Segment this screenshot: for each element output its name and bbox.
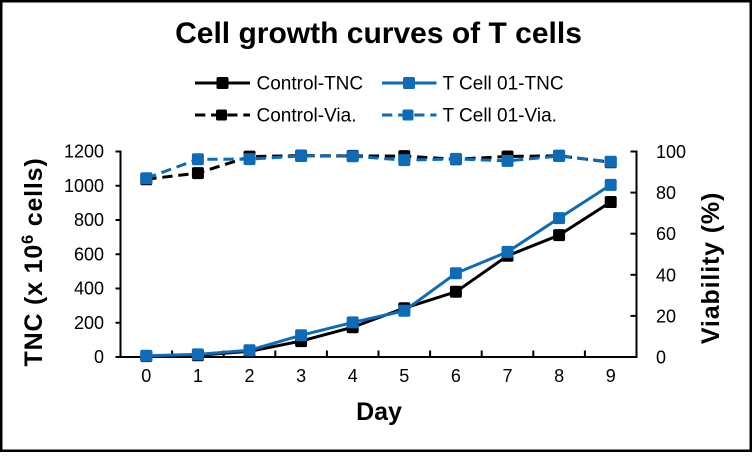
- svg-text:20: 20: [656, 306, 676, 326]
- svg-text:TNC (x 106 cells): TNC (x 106 cells): [19, 158, 48, 367]
- svg-text:9: 9: [606, 366, 616, 386]
- svg-text:600: 600: [74, 244, 104, 264]
- svg-text:4: 4: [348, 366, 358, 386]
- svg-text:1200: 1200: [64, 142, 104, 162]
- svg-text:200: 200: [74, 313, 104, 333]
- svg-text:Control-Via.: Control-Via.: [257, 106, 357, 127]
- svg-text:T Cell 01-TNC: T Cell 01-TNC: [443, 74, 564, 95]
- svg-text:800: 800: [74, 210, 104, 230]
- svg-text:Cell growth curves of T cells: Cell growth curves of T cells: [175, 17, 582, 50]
- svg-text:100: 100: [656, 142, 686, 162]
- svg-text:Control-TNC: Control-TNC: [257, 74, 364, 95]
- svg-text:0: 0: [94, 347, 104, 367]
- svg-text:6: 6: [451, 366, 461, 386]
- svg-text:0: 0: [656, 348, 666, 368]
- svg-text:3: 3: [296, 366, 306, 386]
- svg-text:40: 40: [656, 265, 676, 285]
- svg-text:5: 5: [399, 366, 409, 386]
- svg-text:60: 60: [656, 224, 676, 244]
- svg-text:2: 2: [244, 366, 254, 386]
- svg-text:7: 7: [502, 366, 512, 386]
- svg-text:1000: 1000: [64, 176, 104, 196]
- svg-text:Viability (%): Viability (%): [697, 192, 725, 344]
- svg-text:1: 1: [193, 366, 203, 386]
- svg-text:80: 80: [656, 183, 676, 203]
- svg-text:8: 8: [554, 366, 564, 386]
- svg-text:400: 400: [74, 279, 104, 299]
- svg-text:Day: Day: [356, 398, 402, 426]
- svg-text:T Cell 01-Via.: T Cell 01-Via.: [443, 106, 557, 127]
- svg-text:0: 0: [141, 366, 151, 386]
